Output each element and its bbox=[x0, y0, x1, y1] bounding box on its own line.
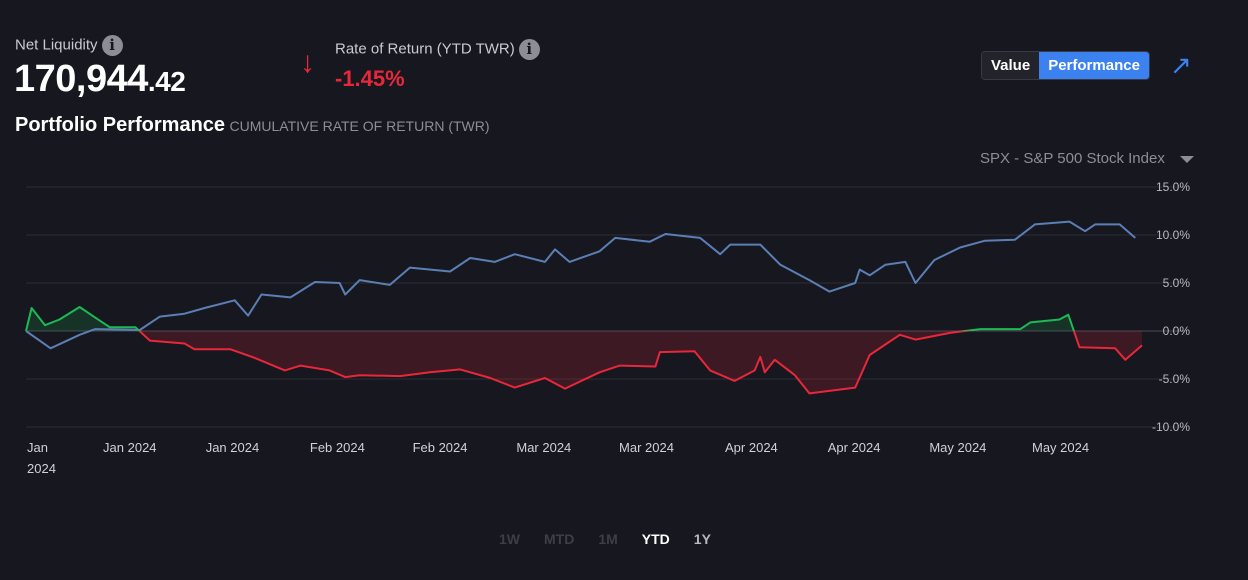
info-icon[interactable]: i bbox=[518, 39, 540, 60]
performance-toggle-button[interactable]: Performance bbox=[1039, 52, 1149, 79]
section-heading: Portfolio Performance CUMULATIVE RATE OF… bbox=[15, 114, 490, 137]
y-tick-label: 15.0% bbox=[1156, 180, 1190, 194]
down-arrow-icon: ↓ bbox=[300, 46, 315, 79]
range-tab-1w[interactable]: 1W bbox=[499, 531, 520, 547]
x-tick-label: Feb 2024 bbox=[413, 440, 468, 455]
y-tick-label: 10.0% bbox=[1156, 228, 1190, 242]
x-tick-label: Jan bbox=[27, 440, 48, 455]
portfolio-line-negative bbox=[26, 331, 1143, 395]
range-tabs: 1W MTD 1M YTD 1Y bbox=[487, 531, 723, 547]
view-toggle: Value Performance bbox=[981, 51, 1150, 80]
x-tick-label: Apr 2024 bbox=[725, 440, 778, 455]
x-tick-label: Mar 2024 bbox=[619, 440, 674, 455]
info-icon[interactable]: i bbox=[101, 35, 123, 56]
chevron-down-icon bbox=[1179, 155, 1194, 163]
portfolio-area-negative bbox=[26, 331, 1142, 394]
x-tick-label: Jan 2024 bbox=[206, 440, 260, 455]
range-tab-1y[interactable]: 1Y bbox=[693, 531, 711, 547]
y-tick-label: -10.0% bbox=[1152, 420, 1190, 434]
x-tick-label: Feb 2024 bbox=[310, 440, 365, 455]
range-tab-mtd[interactable]: MTD bbox=[544, 531, 575, 547]
x-tick-label: May 2024 bbox=[929, 440, 986, 455]
net-liquidity-label: Net Liquidity i bbox=[15, 35, 123, 56]
performance-chart: 15.0% 10.0% 5.0% 0.0% -5.0% -10.0% Jan 2024 Jan … bbox=[25, 180, 1191, 476]
benchmark-select[interactable]: SPX - S&P 500 Stock Index bbox=[980, 150, 1194, 167]
y-tick-label: -5.0% bbox=[1159, 372, 1191, 386]
section-title: Portfolio Performance bbox=[15, 114, 226, 136]
benchmark-line bbox=[25, 220, 1136, 350]
x-tick-label: Apr 2024 bbox=[828, 440, 881, 455]
range-tab-1m[interactable]: 1M bbox=[598, 531, 618, 547]
rate-of-return-value: -1.45% bbox=[335, 66, 405, 91]
x-tick-label: Mar 2024 bbox=[516, 440, 571, 455]
rate-of-return-label: Rate of Return (YTD TWR) i bbox=[335, 39, 540, 60]
range-tab-ytd[interactable]: YTD bbox=[641, 531, 670, 547]
y-tick-label: 0.0% bbox=[1163, 324, 1191, 338]
x-tick-label: 2024 bbox=[27, 461, 56, 476]
portfolio-area-positive bbox=[26, 307, 1142, 331]
section-subtitle: CUMULATIVE RATE OF RETURN (TWR) bbox=[229, 118, 490, 134]
value-toggle-button[interactable]: Value bbox=[982, 52, 1040, 79]
expand-icon[interactable]: ↗ bbox=[1170, 50, 1192, 80]
x-tick-label: Jan 2024 bbox=[103, 440, 157, 455]
net-liquidity-value: 170,944.42 bbox=[14, 58, 186, 100]
y-tick-label: 5.0% bbox=[1163, 276, 1191, 290]
x-tick-label: May 2024 bbox=[1032, 440, 1089, 455]
